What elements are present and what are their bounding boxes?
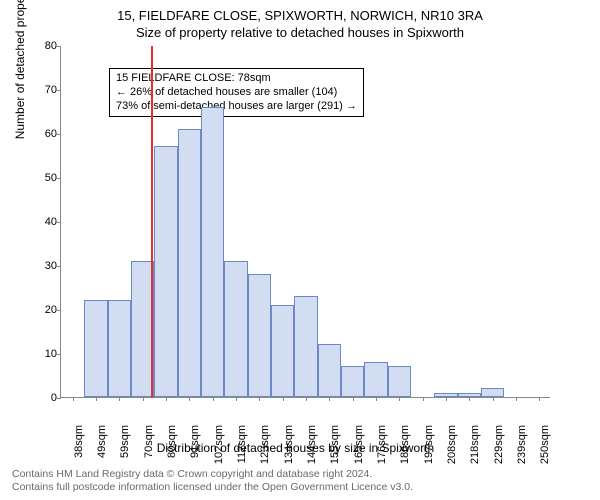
y-tick-label: 30 bbox=[29, 260, 57, 272]
x-tick-mark bbox=[73, 397, 74, 401]
y-tick-label: 40 bbox=[29, 216, 57, 228]
x-tick-label: 218sqm bbox=[469, 425, 481, 475]
y-tick-label: 50 bbox=[29, 172, 57, 184]
histogram-bar bbox=[318, 344, 341, 397]
x-tick-mark bbox=[119, 397, 120, 401]
attribution-footer: Contains HM Land Registry data © Crown c… bbox=[12, 468, 413, 494]
x-tick-mark bbox=[213, 397, 214, 401]
x-tick-label: 229sqm bbox=[493, 425, 505, 475]
histogram-bar bbox=[108, 300, 131, 397]
x-axis-label: Distribution of detached houses by size … bbox=[61, 441, 530, 455]
x-tick-label: 239sqm bbox=[516, 425, 528, 475]
x-tick-mark bbox=[423, 397, 424, 401]
x-tick-mark bbox=[236, 397, 237, 401]
histogram-bar bbox=[364, 362, 387, 397]
x-tick-mark bbox=[283, 397, 284, 401]
histogram-bar bbox=[154, 146, 177, 397]
y-tick-label: 60 bbox=[29, 128, 57, 140]
x-tick-mark bbox=[539, 397, 540, 401]
chart-container: Number of detached properties Distributi… bbox=[60, 46, 570, 428]
y-tick-mark bbox=[57, 398, 61, 399]
x-tick-mark bbox=[259, 397, 260, 401]
x-tick-mark bbox=[329, 397, 330, 401]
chart-title-block: 15, FIELDFARE CLOSE, SPIXWORTH, NORWICH,… bbox=[0, 0, 600, 40]
histogram-bar bbox=[481, 388, 504, 397]
y-tick-label: 0 bbox=[29, 392, 57, 404]
histogram-bar bbox=[178, 129, 201, 397]
x-tick-label: 250sqm bbox=[539, 425, 551, 475]
x-tick-mark bbox=[143, 397, 144, 401]
y-tick-label: 80 bbox=[29, 40, 57, 52]
footer-line-2: Contains full postcode information licen… bbox=[12, 481, 413, 494]
y-tick-mark bbox=[57, 90, 61, 91]
y-tick-label: 70 bbox=[29, 84, 57, 96]
y-tick-mark bbox=[57, 310, 61, 311]
x-tick-mark bbox=[353, 397, 354, 401]
footer-line-1: Contains HM Land Registry data © Crown c… bbox=[12, 468, 413, 481]
y-tick-mark bbox=[57, 46, 61, 47]
y-tick-mark bbox=[57, 266, 61, 267]
reference-line bbox=[151, 46, 153, 398]
annotation-box: 15 FIELDFARE CLOSE: 78sqm ← 26% of detac… bbox=[109, 68, 364, 117]
x-tick-mark bbox=[166, 397, 167, 401]
x-tick-mark bbox=[189, 397, 190, 401]
histogram-bar bbox=[224, 261, 247, 397]
histogram-bar bbox=[201, 107, 224, 397]
y-tick-mark bbox=[57, 222, 61, 223]
histogram-bar bbox=[248, 274, 271, 397]
x-tick-mark bbox=[399, 397, 400, 401]
x-tick-mark bbox=[469, 397, 470, 401]
x-tick-label: 197sqm bbox=[423, 425, 435, 475]
y-tick-mark bbox=[57, 178, 61, 179]
y-tick-label: 20 bbox=[29, 304, 57, 316]
y-tick-mark bbox=[57, 134, 61, 135]
x-tick-mark bbox=[493, 397, 494, 401]
x-tick-mark bbox=[446, 397, 447, 401]
y-tick-label: 10 bbox=[29, 348, 57, 360]
y-tick-mark bbox=[57, 354, 61, 355]
title-line-2: Size of property relative to detached ho… bbox=[0, 25, 600, 40]
x-tick-label: 208sqm bbox=[446, 425, 458, 475]
histogram-bar bbox=[84, 300, 107, 397]
histogram-bar bbox=[388, 366, 411, 397]
x-tick-mark bbox=[306, 397, 307, 401]
x-tick-mark bbox=[376, 397, 377, 401]
x-tick-mark bbox=[96, 397, 97, 401]
y-axis-label: Number of detached properties bbox=[13, 0, 27, 139]
x-tick-mark bbox=[516, 397, 517, 401]
histogram-bar bbox=[271, 305, 294, 397]
histogram-bar bbox=[294, 296, 317, 397]
histogram-bar bbox=[341, 366, 364, 397]
plot-area: Number of detached properties Distributi… bbox=[60, 46, 550, 398]
title-line-1: 15, FIELDFARE CLOSE, SPIXWORTH, NORWICH,… bbox=[0, 8, 600, 23]
